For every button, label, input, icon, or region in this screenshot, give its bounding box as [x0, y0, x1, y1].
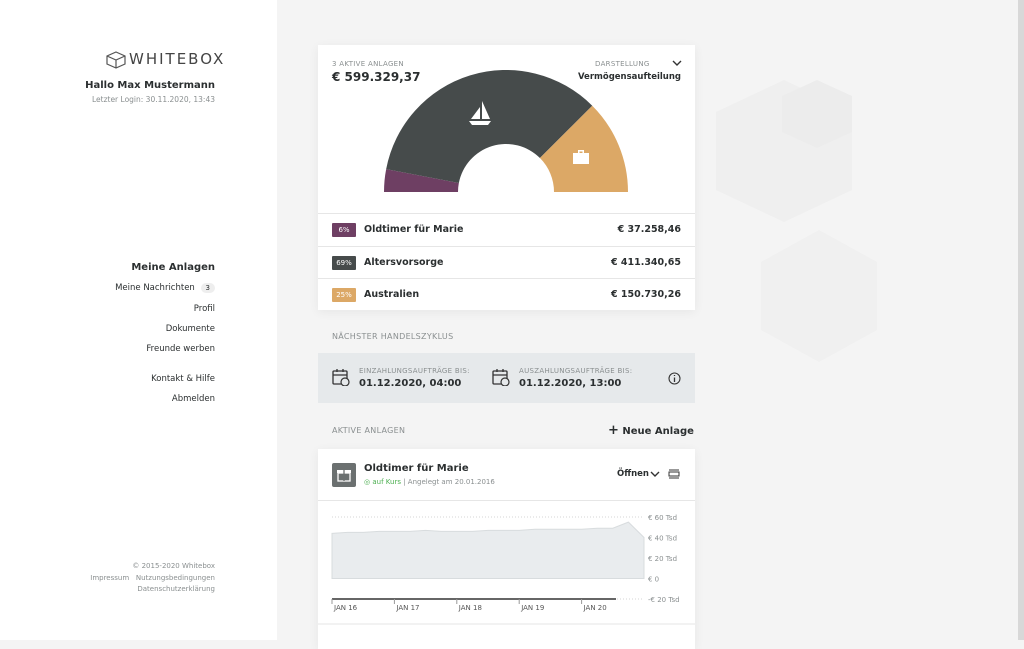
sidebar: WHITEBOX Hallo Max Mustermann Letzter Lo… — [0, 0, 277, 640]
cycle-value: 01.12.2020, 04:00 — [359, 378, 462, 389]
percent-badge: 25% — [332, 288, 356, 302]
nav-item[interactable]: Profil — [193, 304, 215, 314]
x-tick-label: JAN 18 — [458, 604, 482, 612]
nav-item[interactable]: Kontakt & Hilfe — [151, 374, 215, 384]
x-tick-label: JAN 17 — [395, 604, 419, 612]
section-title: NÄCHSTER HANDELSZYKLUS — [332, 332, 454, 341]
allocation-name: Australien — [364, 289, 420, 300]
cycle-panel: EINZAHLUNGSAUFTRÄGE BIS: 01.12.2020, 04:… — [318, 353, 695, 403]
y-tick-label: € 40 Tsd — [648, 535, 677, 543]
y-tick-label: -€ 20 Tsd — [648, 596, 680, 604]
investment-meta: ◎ auf Kurs | Angelegt am 20.01.2016 — [364, 478, 495, 486]
allocation-chart — [384, 70, 628, 192]
cycle-value: 01.12.2020, 13:00 — [519, 378, 622, 389]
view-label: DARSTELLUNG — [595, 60, 650, 68]
cycle-label: EINZAHLUNGSAUFTRÄGE BIS: — [359, 367, 470, 375]
x-tick-label: JAN 19 — [520, 604, 544, 612]
total: € 599.329,37 — [332, 70, 421, 84]
brand: WHITEBOX — [129, 50, 226, 68]
allocation-name: Oldtimer für Marie — [364, 224, 464, 235]
nav-badge: 3 — [200, 283, 215, 293]
divider — [318, 500, 695, 501]
allocation-amount: € 411.340,65 — [610, 256, 681, 268]
logo-icon — [106, 51, 126, 69]
button-label: Neue Anlage — [622, 426, 694, 437]
calendar-icon — [332, 369, 350, 386]
open-button[interactable]: Öffnen — [617, 469, 649, 479]
percent-badge: 6% — [332, 223, 356, 237]
allocation-amount: € 150.730,26 — [610, 289, 681, 300]
allocation-name: Altersvorsorge — [364, 256, 444, 268]
section-title: AKTIVE ANLAGEN — [332, 426, 406, 435]
background-decor — [716, 0, 1024, 640]
portfolio-card: 3 AKTIVE ANLAGEN € 599.329,37 DARSTELLUN… — [318, 45, 695, 310]
chevron[interactable] — [672, 59, 682, 67]
nav-item[interactable]: Abmelden — [171, 394, 215, 404]
footer-link[interactable]: Nutzungsbedingungen — [135, 574, 215, 582]
y-tick-label: € 20 Tsd — [648, 555, 677, 563]
info-icon[interactable] — [668, 372, 681, 385]
footer-link[interactable]: Datenschutzerklärung — [137, 585, 215, 593]
investment-chart: € 60 Tsd € 40 Tsd € 20 Tsd € 0 -€ 20 Tsd JAN … — [318, 514, 695, 625]
allocation-amount: € 37.258,46 — [617, 224, 681, 235]
allocation-row[interactable]: 6% Oldtimer für Marie € 37.258,46 — [318, 213, 695, 245]
allocation-segment — [539, 105, 628, 192]
allocation-segment — [384, 169, 459, 192]
nav-item[interactable]: Dokumente — [165, 324, 215, 334]
cycle-label: AUSZAHLUNGSAUFTRÄGE BIS: — [519, 367, 633, 375]
view-select[interactable]: Vermögensaufteilung — [577, 72, 681, 82]
percent-badge: 69% — [332, 255, 356, 270]
status: auf Kurs — [372, 478, 401, 486]
x-tick-label: JAN 16 — [333, 604, 358, 612]
chevron[interactable] — [650, 470, 660, 478]
last-login: Letzter Login: 30.11.2020, 13:43 — [91, 95, 215, 104]
area — [331, 521, 645, 579]
nav-label: Meine Nachrichten — [115, 283, 195, 293]
investment-name: Oldtimer für Marie — [364, 463, 469, 474]
copyright: © 2015-2020 Whitebox — [132, 562, 215, 570]
greeting: Hallo Max Mustermann — [85, 80, 215, 91]
sailboat-icon — [469, 101, 491, 125]
gift-icon — [332, 463, 356, 487]
x-tick-label: JAN 20 — [583, 604, 607, 612]
count-label: 3 AKTIVE ANLAGEN — [332, 60, 404, 68]
briefcase-icon — [573, 150, 589, 164]
footer-link[interactable]: Impressum — [90, 574, 130, 582]
created: Angelegt am 20.01.2016 — [407, 478, 495, 486]
allocation-row[interactable]: 69% Altersvorsorge € 411.340,65 — [318, 245, 695, 278]
nav-item[interactable]: Meine Anlagen — [131, 262, 215, 273]
y-tick-label: € 60 Tsd — [648, 514, 677, 522]
allocation-row[interactable]: 25% Australien € 150.730,26 — [318, 278, 695, 310]
nav-item[interactable]: Meine Nachrichten 3 — [115, 283, 215, 293]
y-tick-label: € 0 — [648, 576, 659, 584]
allocation-segment — [386, 70, 593, 184]
new-investment-button[interactable]: + Neue Anlage — [608, 423, 694, 438]
calendar-icon — [492, 369, 510, 386]
nav-item[interactable]: Freunde werben — [146, 344, 215, 354]
footer-links: Impressum Nutzungsbedingungen — [90, 574, 215, 582]
layout-icon[interactable] — [668, 468, 680, 480]
